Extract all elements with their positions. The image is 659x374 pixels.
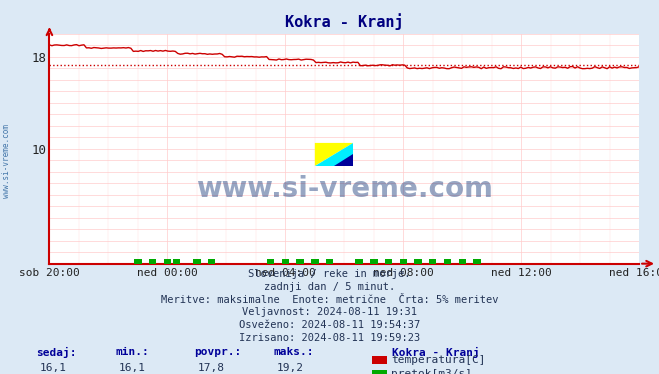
Text: Veljavnost: 2024-08-11 19:31: Veljavnost: 2024-08-11 19:31 — [242, 307, 417, 318]
Bar — [444, 259, 451, 264]
Text: povpr.:: povpr.: — [194, 347, 242, 357]
Title: Kokra - Kranj: Kokra - Kranj — [285, 13, 404, 30]
Bar — [281, 259, 289, 264]
Polygon shape — [334, 154, 353, 166]
Polygon shape — [315, 143, 353, 166]
Bar — [149, 259, 156, 264]
Text: Meritve: maksimalne  Enote: metrične  Črta: 5% meritev: Meritve: maksimalne Enote: metrične Črta… — [161, 295, 498, 305]
Bar — [459, 259, 466, 264]
Text: Izrisano: 2024-08-11 19:59:23: Izrisano: 2024-08-11 19:59:23 — [239, 333, 420, 343]
Bar — [326, 259, 333, 264]
Bar — [370, 259, 378, 264]
Text: www.si-vreme.com: www.si-vreme.com — [196, 175, 493, 203]
Polygon shape — [315, 143, 353, 166]
Bar — [399, 259, 407, 264]
Bar — [355, 259, 362, 264]
Text: temperatura[C]: temperatura[C] — [391, 355, 485, 365]
Text: 16,1: 16,1 — [40, 363, 66, 373]
Text: maks.:: maks.: — [273, 347, 314, 357]
Bar — [429, 259, 436, 264]
Bar — [134, 259, 142, 264]
Text: www.si-vreme.com: www.si-vreme.com — [2, 124, 11, 198]
Text: 19,2: 19,2 — [277, 363, 303, 373]
Text: 16,1: 16,1 — [119, 363, 145, 373]
Bar — [267, 259, 274, 264]
Text: Osveženo: 2024-08-11 19:54:37: Osveženo: 2024-08-11 19:54:37 — [239, 320, 420, 330]
Text: Kokra - Kranj: Kokra - Kranj — [392, 347, 480, 358]
Bar — [173, 259, 180, 264]
Bar — [208, 259, 215, 264]
Text: 17,8: 17,8 — [198, 363, 224, 373]
Bar — [193, 259, 200, 264]
Text: zadnji dan / 5 minut.: zadnji dan / 5 minut. — [264, 282, 395, 292]
Bar — [385, 259, 392, 264]
Bar — [415, 259, 422, 264]
Bar — [163, 259, 171, 264]
Bar — [311, 259, 318, 264]
Bar — [297, 259, 304, 264]
Text: sedaj:: sedaj: — [36, 347, 76, 358]
Bar — [473, 259, 480, 264]
Text: pretok[m3/s]: pretok[m3/s] — [391, 370, 472, 374]
Text: Slovenija / reke in morje.: Slovenija / reke in morje. — [248, 269, 411, 279]
Text: min.:: min.: — [115, 347, 149, 357]
